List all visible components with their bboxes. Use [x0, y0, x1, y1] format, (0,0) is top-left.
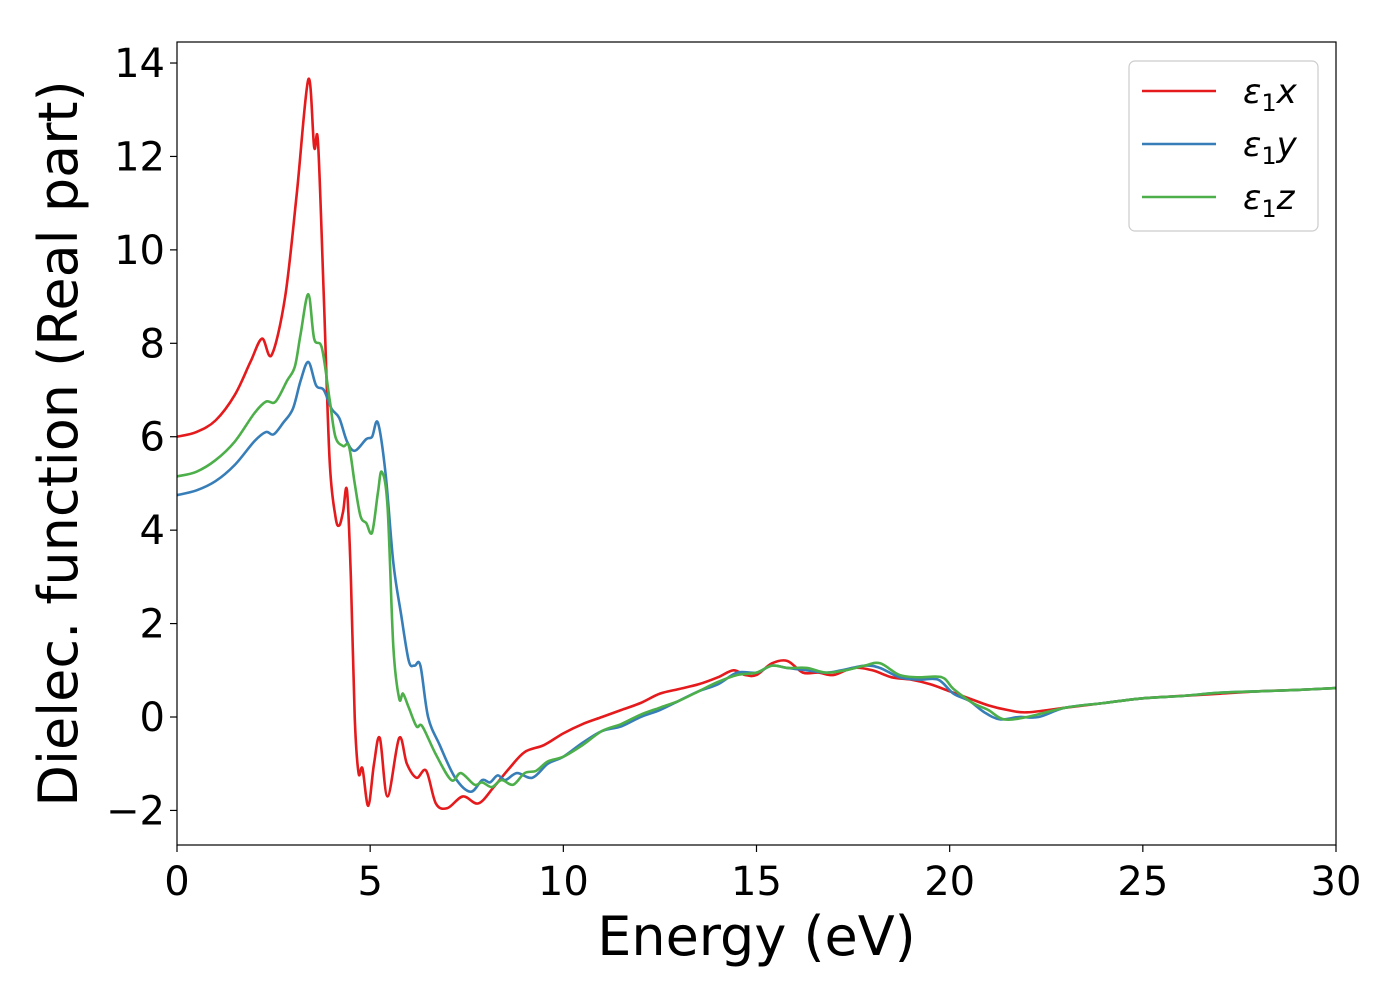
- y-tick-label: 0: [140, 695, 165, 741]
- legend-label: ε1z: [1243, 178, 1296, 223]
- legend: ε1x ε1y ε1z: [1128, 60, 1319, 232]
- series-line-x: [177, 77, 1336, 811]
- y-tick-label: 2: [140, 602, 165, 648]
- x-tick-label: 0: [164, 859, 189, 905]
- y-tick-label: 10: [114, 228, 165, 274]
- x-tick-label: 30: [1311, 859, 1362, 905]
- series-line-z: [177, 292, 1336, 789]
- y-axis-label: Dielec. function (Real part): [27, 80, 90, 806]
- legend-box: [1128, 60, 1319, 232]
- x-tick-label: 5: [357, 859, 382, 905]
- x-tick-label: 15: [731, 859, 782, 905]
- x-tick-label: 10: [538, 859, 589, 905]
- legend-label: ε1x: [1243, 72, 1298, 117]
- x-tick-label: 25: [1117, 859, 1168, 905]
- x-tick-label: 20: [924, 859, 975, 905]
- y-tick-label: 4: [140, 508, 165, 554]
- legend-entry-x: ε1x: [1142, 72, 1298, 117]
- y-axis: −2 0 2 4 6 8 10 12 14: [106, 41, 177, 834]
- y-tick-label: −2: [106, 788, 165, 834]
- y-tick-label: 8: [140, 321, 165, 367]
- legend-entry-y: ε1y: [1142, 125, 1298, 170]
- y-tick-label: 6: [140, 415, 165, 461]
- legend-entry-z: ε1z: [1142, 178, 1296, 223]
- series-layer: [177, 77, 1336, 811]
- y-tick-label: 12: [114, 134, 165, 180]
- x-axis-label: Energy (eV): [597, 905, 916, 968]
- legend-label: ε1y: [1243, 125, 1298, 170]
- x-axis: 0 5 10 15 20 25 30: [164, 845, 1361, 905]
- y-tick-label: 14: [114, 41, 165, 87]
